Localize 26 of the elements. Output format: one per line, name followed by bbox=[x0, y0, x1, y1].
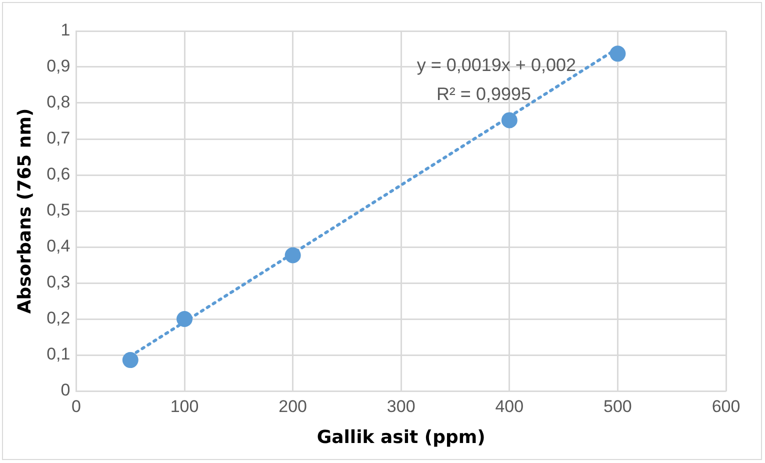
x-tick-label: 100 bbox=[170, 396, 199, 416]
y-tick-label: 0,1 bbox=[46, 344, 70, 364]
y-tick-label: 0,3 bbox=[46, 272, 70, 292]
x-tick-label: 200 bbox=[278, 396, 308, 416]
y-tick-label: 0,8 bbox=[46, 92, 70, 112]
point bbox=[284, 247, 301, 264]
x-axis-title: Gallik asit (ppm) bbox=[316, 426, 486, 448]
annotation: R² = 0,9995 bbox=[436, 84, 531, 104]
x-tick-label: 600 bbox=[712, 396, 740, 416]
y-tick-label: 0,6 bbox=[46, 164, 70, 184]
y-axis-title: Absorbans (765 nm) bbox=[14, 108, 36, 314]
y-tick-label: 0,7 bbox=[46, 128, 70, 148]
point bbox=[122, 352, 138, 368]
point bbox=[610, 46, 626, 62]
y-tick-label: 0,4 bbox=[46, 236, 70, 256]
x-tick-label: 400 bbox=[495, 396, 524, 416]
y-tick-label: 0,2 bbox=[46, 308, 70, 328]
y-tick-label: 0,9 bbox=[46, 56, 70, 76]
point bbox=[501, 112, 518, 128]
annotation: y = 0,0019x + 0,002 bbox=[416, 55, 576, 75]
x-tick-label: 300 bbox=[386, 396, 416, 416]
y-tick-label: 0 bbox=[60, 380, 70, 400]
y-tick-label: 0,5 bbox=[46, 200, 70, 220]
point bbox=[176, 311, 193, 327]
x-tick-label: 500 bbox=[604, 396, 632, 416]
y-tick-label: 1 bbox=[60, 20, 70, 40]
